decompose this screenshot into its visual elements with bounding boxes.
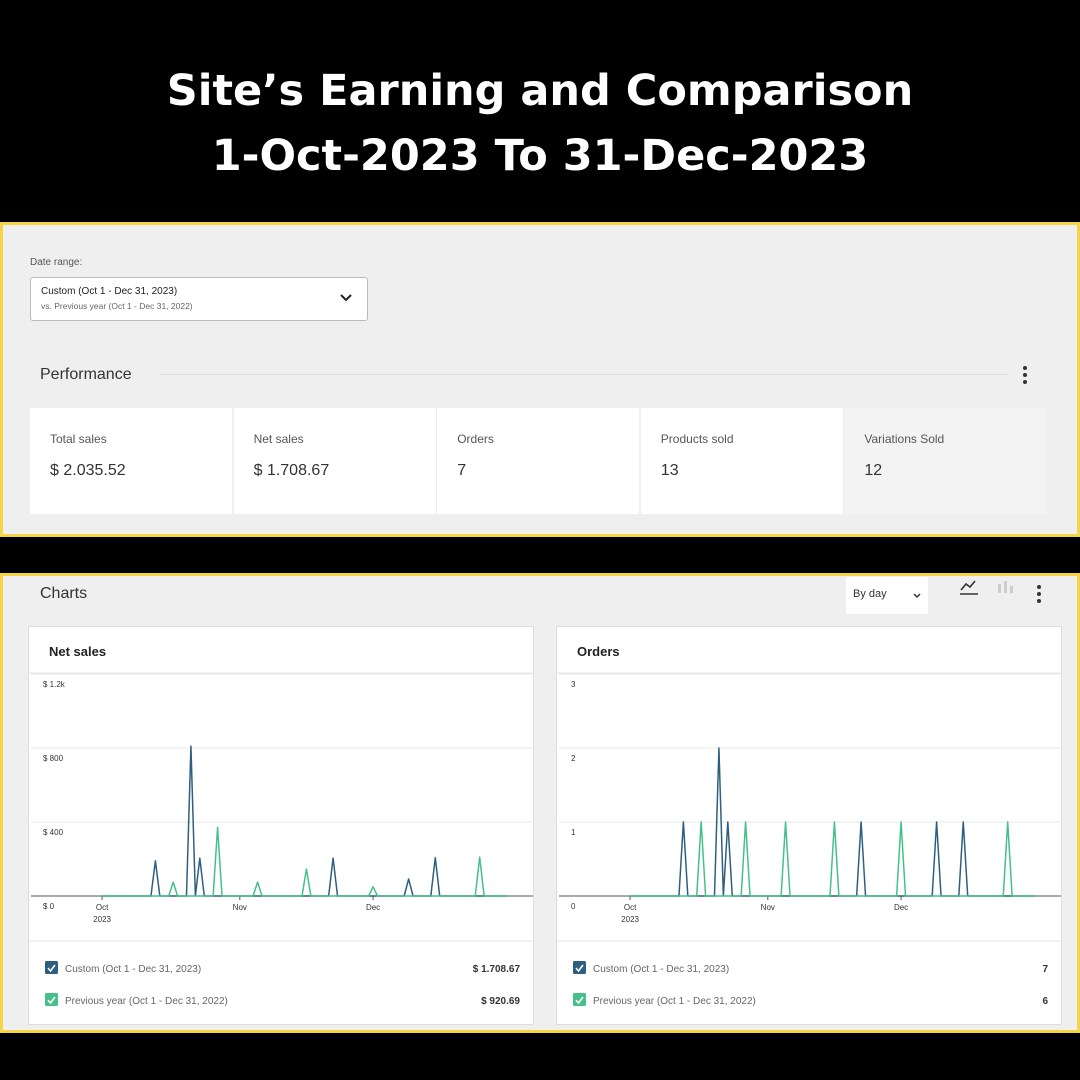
stat-label: Net sales (253, 432, 304, 446)
stat-value: $ 2.035.52 (50, 462, 126, 479)
chart: Net sales $ 0 $ 400 $ 800 $ 1.2k Oct 2023 Nov De… (29, 644, 535, 1007)
stat-value: 13 (660, 462, 679, 479)
x-tick-label: Dec (366, 903, 380, 912)
page-title: 1-Oct-2023 To 31-Dec-2023 (211, 131, 869, 181)
y-tick-label: 3 (571, 680, 576, 689)
legend-checkbox (45, 961, 58, 974)
series-line (102, 745, 507, 897)
stat-value: $ 1.708.67 (253, 462, 330, 479)
stat-value: 7 (457, 462, 467, 479)
stat-value: 12 (864, 462, 883, 479)
date-range-selected: Custom (Oct 1 - Dec 31, 2023) (41, 286, 178, 297)
series-line (102, 826, 507, 897)
x-tick-label: Nov (233, 903, 247, 912)
y-tick-label: $ 400 (43, 828, 64, 837)
y-tick-label: 0 (571, 902, 576, 911)
stat-label: Total sales (50, 432, 107, 446)
x-tick-label: Oct (96, 903, 109, 912)
legend-checkbox (45, 993, 58, 1006)
chart-title: Orders (577, 644, 620, 659)
series-line (630, 821, 1035, 897)
x-tick-sublabel: 2023 (621, 915, 639, 924)
stat-label: Products sold (660, 432, 734, 446)
chart-card: Net sales $ 0 $ 400 $ 800 $ 1.2k Oct 2023 Nov De… (28, 626, 535, 1025)
legend-total: $ 1.708.67 (473, 964, 521, 975)
legend-check (47, 996, 56, 1005)
interval-select[interactable]: By day (846, 577, 928, 614)
x-tick-label: Oct (624, 903, 637, 912)
y-tick-label: $ 0 (43, 902, 55, 911)
legend-label: Custom (Oct 1 - Dec 31, 2023) (65, 964, 201, 975)
page-title: Site’s Earning and Comparison (166, 66, 914, 116)
y-tick-label: 2 (571, 754, 576, 763)
stat-card: Variations Sold 12 (844, 408, 1047, 514)
stat-card: Orders 7 (437, 408, 640, 514)
chevron (340, 294, 352, 302)
x-tick-label: Dec (894, 903, 908, 912)
legend-label: Custom (Oct 1 - Dec 31, 2023) (593, 964, 729, 975)
more-menu[interactable] (1020, 365, 1030, 385)
stat-label: Variations Sold (864, 432, 945, 446)
chart-title: Net sales (49, 644, 106, 659)
legend-checkbox (573, 993, 586, 1006)
legend-label: Previous year (Oct 1 - Dec 31, 2022) (65, 996, 228, 1007)
x-tick-sublabel: 2023 (93, 915, 111, 924)
bar-chart-icon[interactable] (994, 578, 1016, 596)
date-range-select[interactable]: Custom (Oct 1 - Dec 31, 2023) vs. Previo… (30, 277, 368, 321)
legend-check (575, 996, 584, 1005)
stat-card: Total sales $ 2.035.52 (30, 408, 232, 514)
chart-card: Orders 0 1 2 3 Oct 2023 Nov Dec Custom (Oct 1 - D… (556, 626, 1063, 1025)
chart: Orders 0 1 2 3 Oct 2023 Nov Dec Custom (Oct 1 - D… (557, 644, 1063, 1007)
stat-card: Net sales $ 1.708.67 (233, 408, 436, 514)
legend-total: 7 (1042, 964, 1048, 975)
legend-total: $ 920.69 (481, 996, 520, 1007)
section-title: Performance (40, 366, 132, 383)
legend-check (575, 964, 584, 973)
legend-total: 6 (1042, 996, 1048, 1007)
interval-value: By day (853, 588, 887, 600)
stat-label: Orders (457, 432, 494, 446)
line-chart-icon[interactable] (958, 578, 980, 596)
legend-label: Previous year (Oct 1 - Dec 31, 2022) (593, 996, 756, 1007)
more-menu[interactable] (1034, 584, 1044, 604)
date-range-label: Date range: (30, 257, 83, 268)
divider (160, 374, 1008, 375)
y-tick-label: 1 (571, 828, 576, 837)
section-title: Charts (40, 585, 88, 602)
legend-checkbox (573, 961, 586, 974)
y-tick-label: $ 800 (43, 754, 64, 763)
x-tick-label: Nov (761, 903, 775, 912)
chevron (913, 593, 921, 599)
stat-card: Products sold 13 (640, 408, 843, 514)
date-range-comparison: vs. Previous year (Oct 1 - Dec 31, 2022) (41, 301, 193, 311)
y-tick-label: $ 1.2k (43, 680, 66, 689)
legend-check (47, 964, 56, 973)
